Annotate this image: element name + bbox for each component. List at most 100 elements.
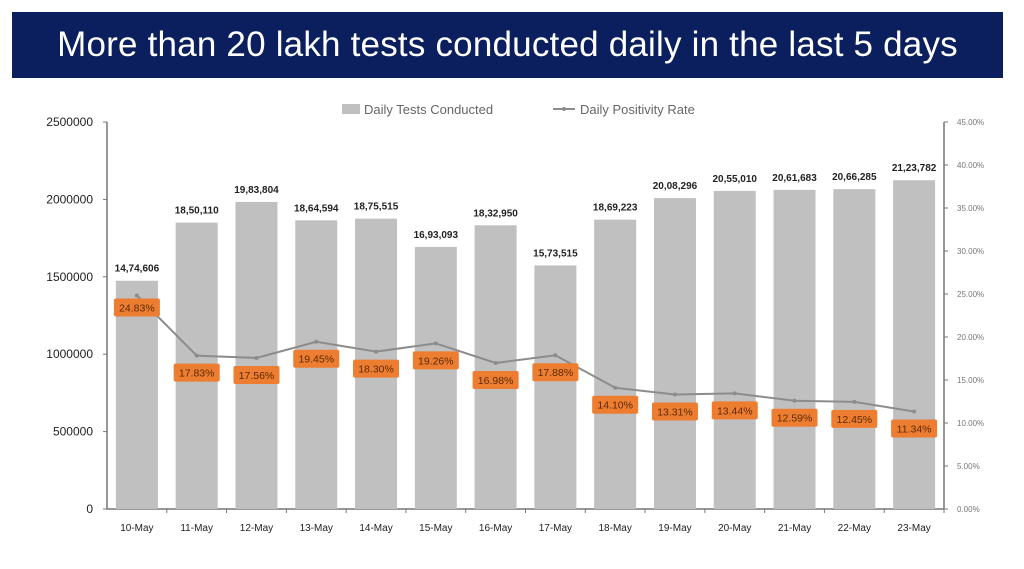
positivity-label-box <box>711 401 758 420</box>
right-tick-label: 5.00% <box>957 462 980 471</box>
bar <box>653 198 696 509</box>
right-tick-label: 30.00% <box>957 247 984 256</box>
x-tick-label: 19-May <box>658 523 691 534</box>
chart-title-banner: More than 20 lakh tests conducted daily … <box>12 12 1003 78</box>
positivity-data-label: 18.30% <box>358 364 394 376</box>
left-tick-label: 1500000 <box>46 270 93 284</box>
x-tick-label: 13-May <box>300 523 333 534</box>
bar-data-label: 18,64,594 <box>294 203 339 214</box>
legend-line-marker <box>562 107 566 111</box>
bar <box>534 265 577 509</box>
left-tick-label: 2500000 <box>46 115 93 129</box>
legend-bar-swatch <box>342 104 360 114</box>
positivity-data-label: 13.44% <box>717 405 753 417</box>
positivity-label-box <box>651 402 698 421</box>
positivity-point <box>732 391 737 396</box>
x-tick-label: 22-May <box>838 523 871 534</box>
positivity-point <box>553 353 558 358</box>
positivity-data-label: 17.83% <box>179 368 215 380</box>
positivity-data-label: 13.31% <box>657 407 693 419</box>
x-tick-label: 17-May <box>539 523 572 534</box>
x-tick-label: 14-May <box>359 523 392 534</box>
bar-data-label: 19,83,804 <box>234 185 279 196</box>
positivity-data-label: 24.83% <box>119 302 155 314</box>
right-tick-label: 40.00% <box>957 161 984 170</box>
positivity-line <box>136 294 915 413</box>
x-tick-label: 23-May <box>897 523 930 534</box>
right-tick-label: 35.00% <box>957 204 984 213</box>
positivity-label-box <box>891 419 938 438</box>
positivity-label-box <box>412 351 459 370</box>
positivity-data-label: 16.98% <box>478 375 514 387</box>
positivity-data-label: 17.88% <box>538 367 574 379</box>
positivity-point <box>314 339 319 344</box>
positivity-data-label: 17.56% <box>239 370 275 382</box>
bar-data-label: 18,32,950 <box>473 208 518 219</box>
positivity-point <box>194 353 199 358</box>
bar <box>115 280 158 509</box>
positivity-point <box>792 398 797 403</box>
positivity-point <box>433 341 438 346</box>
bar-data-label: 14,74,606 <box>115 264 160 275</box>
positivity-data-label: 11.34% <box>897 423 932 435</box>
positivity-point <box>254 355 259 360</box>
right-tick-label: 20.00% <box>957 333 984 342</box>
bar-data-label: 15,73,515 <box>533 248 578 259</box>
right-tick-label: 0.00% <box>957 505 980 514</box>
bar-data-label: 20,66,285 <box>832 172 877 183</box>
right-tick-label: 15.00% <box>957 376 984 385</box>
x-tick-label: 12-May <box>240 523 273 534</box>
positivity-point <box>852 399 857 404</box>
positivity-data-label: 12.45% <box>837 414 873 426</box>
bar <box>414 246 457 509</box>
x-tick-label: 21-May <box>778 523 811 534</box>
bar-data-label: 20,55,010 <box>713 174 758 185</box>
positivity-label-box <box>233 365 280 384</box>
bar <box>594 219 637 509</box>
x-tick-label: 10-May <box>120 523 153 534</box>
bar-data-label: 20,61,683 <box>772 173 817 184</box>
bar <box>235 201 278 509</box>
x-tick-label: 20-May <box>718 523 751 534</box>
bar <box>893 180 936 510</box>
bar <box>474 225 517 509</box>
positivity-label-box <box>472 370 519 389</box>
positivity-label-box <box>293 349 340 368</box>
right-tick-label: 45.00% <box>957 118 984 127</box>
legend-bar-label: Daily Tests Conducted <box>364 102 493 117</box>
x-tick-label: 18-May <box>598 523 631 534</box>
positivity-label-box <box>532 363 579 382</box>
positivity-data-label: 12.59% <box>777 413 813 425</box>
bar-data-label: 18,50,110 <box>175 206 219 217</box>
positivity-point <box>912 409 917 414</box>
bar <box>713 190 756 509</box>
positivity-data-label: 14.10% <box>597 400 633 412</box>
right-tick-label: 25.00% <box>957 290 984 299</box>
positivity-point <box>493 360 498 365</box>
positivity-point <box>672 392 677 397</box>
positivity-point <box>374 349 379 354</box>
positivity-label-box <box>353 359 400 378</box>
positivity-data-label: 19.45% <box>298 354 334 366</box>
right-tick-label: 10.00% <box>957 419 984 428</box>
positivity-label-box <box>771 408 818 427</box>
left-tick-label: 1000000 <box>46 347 93 361</box>
positivity-label-box <box>592 395 639 414</box>
bar <box>833 189 876 509</box>
x-tick-label: 16-May <box>479 523 512 534</box>
positivity-label-box <box>831 409 878 428</box>
bar-data-label: 18,75,515 <box>354 202 399 213</box>
bar <box>773 189 816 509</box>
legend-line-label: Daily Positivity Rate <box>580 102 695 117</box>
bar-data-label: 21,23,782 <box>892 163 937 174</box>
bar-data-label: 18,69,223 <box>593 203 638 214</box>
positivity-label-box <box>113 298 160 317</box>
positivity-data-label: 19.26% <box>418 355 454 367</box>
bar-data-label: 16,93,093 <box>414 230 459 241</box>
x-tick-label: 15-May <box>419 523 452 534</box>
bar-data-label: 20,08,296 <box>653 181 698 192</box>
positivity-point <box>134 293 139 298</box>
left-tick-label: 500000 <box>53 425 93 439</box>
left-tick-label: 2000000 <box>46 192 93 206</box>
